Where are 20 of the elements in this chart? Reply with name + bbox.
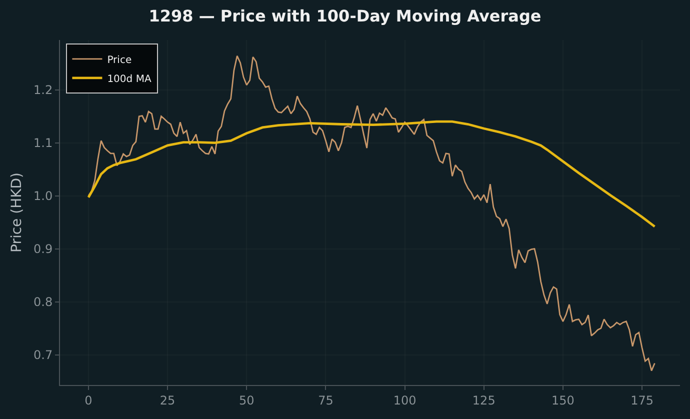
y-axis-title: Price (HKD) <box>9 172 26 253</box>
y-tick-label: 1.0 <box>34 189 53 204</box>
y-tick-label: 0.9 <box>34 242 53 256</box>
x-tick-label: 125 <box>472 393 496 408</box>
x-tick-label: 100 <box>393 393 416 408</box>
x-tick-label: 0 <box>84 393 92 408</box>
y-tick-label: 0.7 <box>34 348 53 362</box>
x-tick-label: 175 <box>630 393 654 408</box>
y-tick-label: 1.2 <box>34 83 53 98</box>
y-tick-label: 0.8 <box>34 295 53 309</box>
y-tick-label: 1.1 <box>34 136 53 150</box>
chart-title: 1298 — Price with 100-Day Moving Average <box>148 6 542 26</box>
x-tick-label: 25 <box>160 393 176 408</box>
line-series <box>88 55 656 372</box>
line-series <box>87 120 656 228</box>
x-tick-label: 50 <box>238 393 254 408</box>
legend-label: Price <box>107 54 132 66</box>
x-tick-label: 75 <box>318 393 334 408</box>
x-tick-label: 150 <box>552 393 574 408</box>
legend-label: 100d MA <box>107 74 152 85</box>
